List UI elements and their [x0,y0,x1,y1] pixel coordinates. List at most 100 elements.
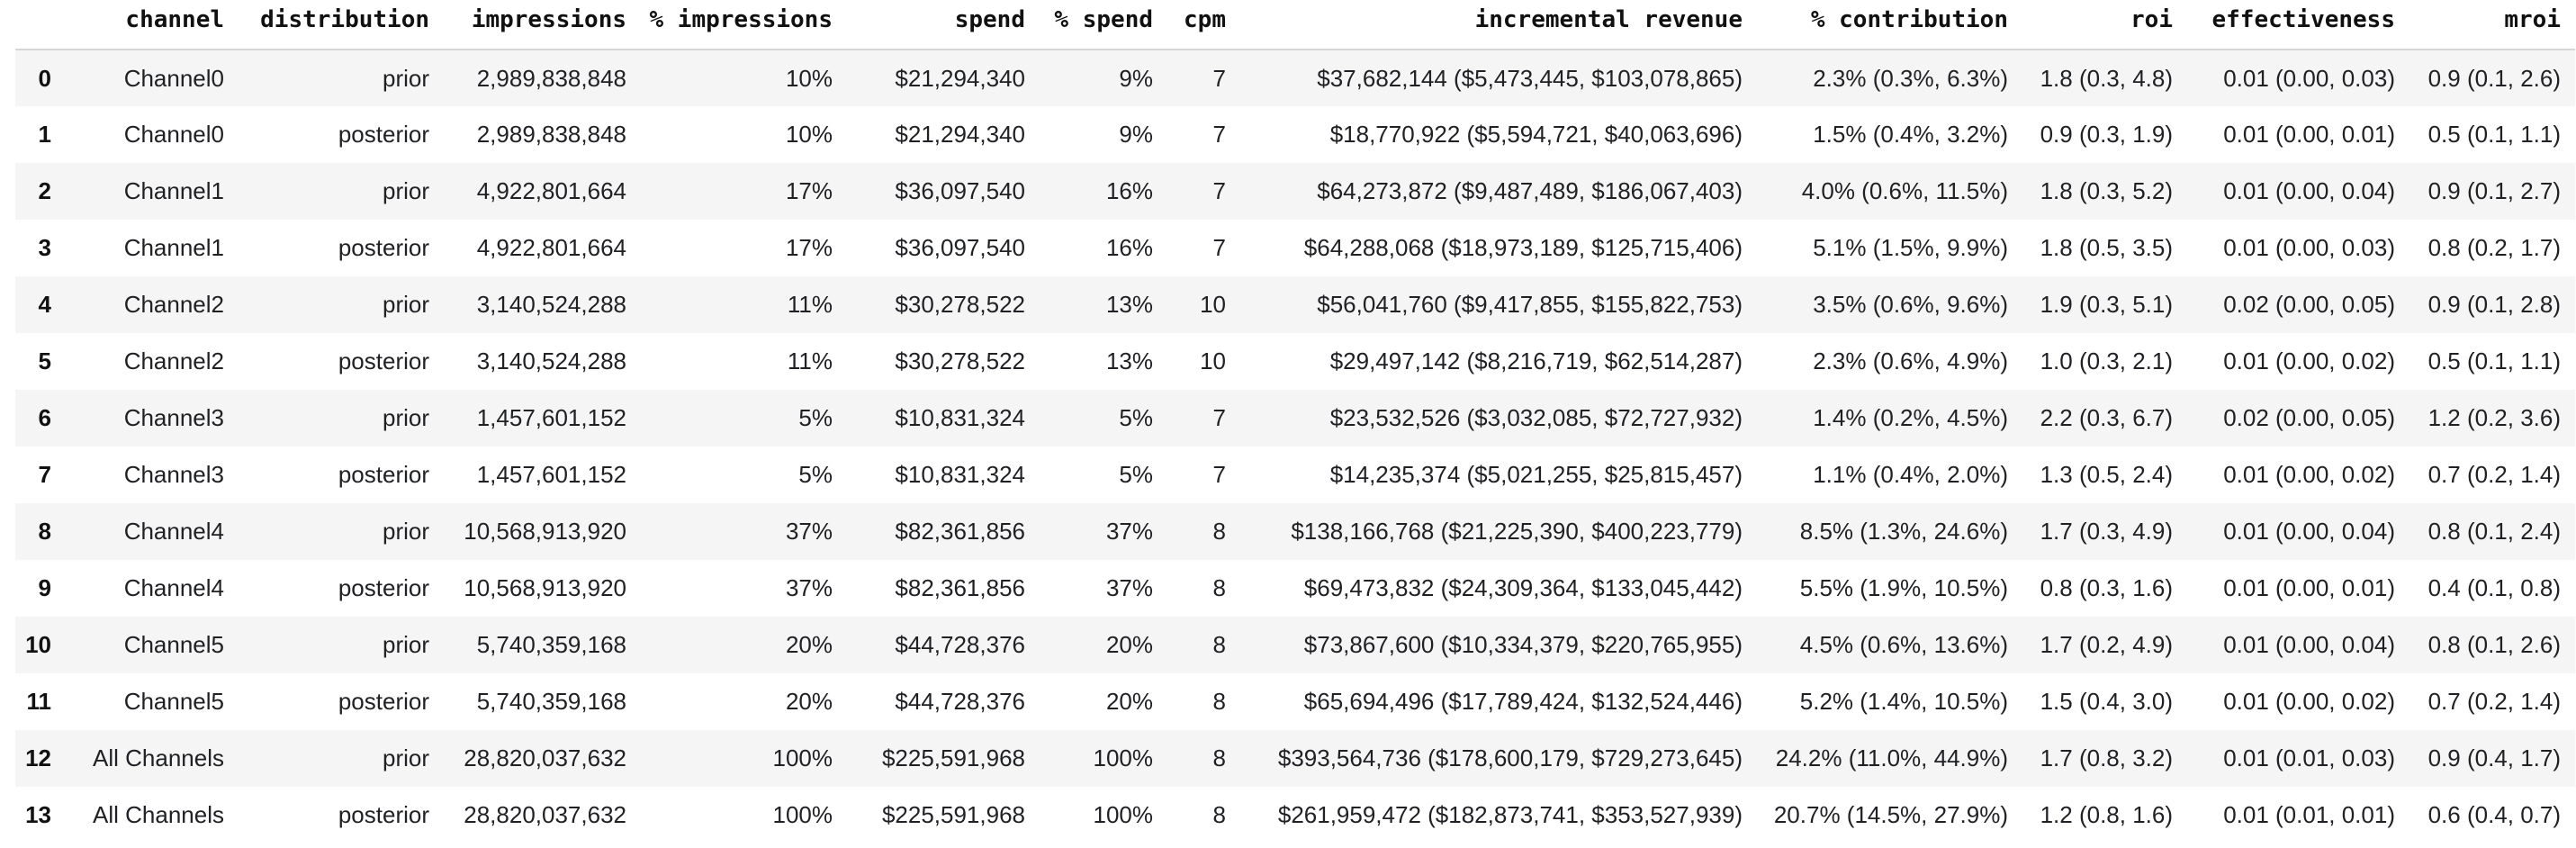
cell-pct-spend: 9% [1119,121,1153,148]
cell-mroi: 0.5 (0.1, 1.1) [2427,121,2561,148]
cell-spend: $30,278,522 [895,291,1025,318]
table-row: 9 Channel4 posterior 10,568,913,920 37% $82,3… [15,560,2575,617]
cell-index: 0 [38,64,51,92]
cell-pct-contribution: 8.5% (1.3%, 24.6%) [1799,518,2008,545]
cell-cpm: 10 [1200,347,1226,374]
cell-index: 1 [38,121,51,148]
column-header-channel: channel [66,0,239,50]
cell-channel: Channel0 [123,64,224,92]
cell-distribution: prior [382,177,429,204]
cell-pct-contribution: 1.4% (0.2%, 4.5%) [1813,404,2008,431]
cell-effectiveness: 0.01 (0.00, 0.01) [2223,121,2395,148]
cell-pct-impressions: 20% [785,688,833,715]
cell-cpm: 8 [1212,801,1226,828]
cell-spend: $82,361,856 [895,574,1025,601]
cell-effectiveness: 0.01 (0.00, 0.03) [2223,64,2395,92]
cell-channel: Channel0 [123,121,224,148]
column-header-effectiveness: effectiveness [2187,0,2409,50]
cell-mroi: 0.9 (0.1, 2.8) [2427,291,2561,318]
column-header-index [15,0,66,50]
cell-index: 10 [25,631,51,658]
cell-index: 11 [26,688,52,715]
cell-distribution: prior [382,744,429,771]
cell-roi: 1.8 (0.3, 4.8) [2040,64,2173,92]
cell-incremental-revenue: $18,770,922 ($5,594,721, $40,063,696) [1329,121,1743,148]
header-row: channel distribution impressions% impressi… [15,0,2575,50]
cell-impressions: 2,989,838,848 [476,121,626,148]
table-row: 13 All Channels posterior 28,820,037,632 100… [15,787,2575,843]
cell-roi: 1.7 (0.3, 4.9) [2040,518,2173,545]
cell-pct-spend: 5% [1119,404,1153,431]
cell-mroi: 0.8 (0.2, 1.7) [2427,234,2561,261]
cell-pct-impressions: 10% [785,64,833,92]
cell-pct-impressions: 37% [785,574,833,601]
cell-roi: 1.8 (0.3, 5.2) [2040,177,2173,204]
cell-channel: All Channels [93,801,224,828]
cell-effectiveness: 0.01 (0.01, 0.01) [2223,801,2395,828]
cell-spend: $21,294,340 [895,121,1025,148]
cell-impressions: 3,140,524,288 [476,347,626,374]
cell-channel: All Channels [93,744,224,771]
cell-effectiveness: 0.01 (0.01, 0.03) [2223,744,2395,771]
cell-mroi: 1.2 (0.2, 3.6) [2427,404,2561,431]
cell-impressions: 28,820,037,632 [464,801,626,828]
cell-roi: 1.7 (0.2, 4.9) [2040,631,2173,658]
cell-incremental-revenue: $14,235,374 ($5,021,255, $25,815,457) [1329,461,1743,488]
table-row: 0 Channel0 prior 2,989,838,848 10% $21,294,34… [15,50,2575,106]
cell-pct-spend: 100% [1093,801,1154,828]
cell-roi: 0.9 (0.3, 1.9) [2040,121,2173,148]
cell-pct-impressions: 5% [798,461,833,488]
cell-spend: $225,591,968 [881,801,1025,828]
cell-distribution: prior [382,404,429,431]
cell-index: 4 [38,291,51,318]
cell-mroi: 0.5 (0.1, 1.1) [2427,347,2561,374]
cell-index: 7 [38,461,51,488]
cell-impressions: 1,457,601,152 [476,461,626,488]
cell-incremental-revenue: $138,166,768 ($21,225,390, $400,223,779) [1291,518,1743,545]
cell-effectiveness: 0.01 (0.00, 0.02) [2223,688,2395,715]
cell-mroi: 0.9 (0.1, 2.6) [2427,64,2561,92]
cell-channel: Channel5 [123,688,224,715]
cell-pct-contribution: 24.2% (11.0%, 44.9%) [1775,744,2008,771]
cell-incremental-revenue: $73,867,600 ($10,334,379, $220,765,955) [1303,631,1743,658]
cell-effectiveness: 0.01 (0.00, 0.02) [2223,461,2395,488]
cell-cpm: 7 [1212,461,1226,488]
cell-impressions: 4,922,801,664 [476,177,626,204]
cell-cpm: 8 [1212,631,1226,658]
column-header-pct-contribution: % contribution [1757,0,2022,50]
cell-incremental-revenue: $65,694,496 ($17,789,424, $132,524,446) [1303,688,1743,715]
cell-impressions: 28,820,037,632 [464,744,626,771]
cell-pct-contribution: 5.5% (1.9%, 10.5%) [1799,574,2008,601]
column-header-impressions: impressions [444,0,641,50]
cell-distribution: posterior [338,461,429,488]
cell-mroi: 0.9 (0.1, 2.7) [2427,177,2561,204]
cell-channel: Channel3 [123,461,224,488]
cell-channel: Channel1 [123,177,224,204]
cell-index: 13 [25,801,51,828]
cell-pct-spend: 9% [1119,64,1153,92]
cell-impressions: 5,740,359,168 [476,688,626,715]
cell-incremental-revenue: $37,682,144 ($5,473,445, $103,078,865) [1317,64,1743,92]
column-header-distribution: distribution [239,0,444,50]
cell-incremental-revenue: $393,564,736 ($178,600,179, $729,273,645… [1277,744,1743,771]
cell-cpm: 10 [1200,291,1226,318]
cell-impressions: 10,568,913,920 [464,518,626,545]
cell-pct-impressions: 37% [785,518,833,545]
cell-mroi: 0.7 (0.2, 1.4) [2427,461,2561,488]
cell-index: 12 [25,744,51,771]
cell-cpm: 7 [1212,64,1226,92]
cell-effectiveness: 0.01 (0.00, 0.04) [2223,631,2395,658]
cell-pct-contribution: 5.1% (1.5%, 9.9%) [1813,234,2008,261]
cell-incremental-revenue: $23,532,526 ($3,032,085, $72,727,932) [1329,404,1743,431]
cell-pct-contribution: 2.3% (0.6%, 4.9%) [1813,347,2008,374]
column-header-roi: roi [2022,0,2187,50]
cell-spend: $10,831,324 [895,461,1025,488]
cell-mroi: 0.8 (0.1, 2.4) [2427,518,2561,545]
cell-roi: 1.7 (0.8, 3.2) [2040,744,2173,771]
cell-pct-spend: 100% [1093,744,1154,771]
cell-pct-contribution: 1.5% (0.4%, 3.2%) [1813,121,2008,148]
cell-index: 5 [38,347,51,374]
cell-spend: $30,278,522 [895,347,1025,374]
cell-cpm: 7 [1212,177,1226,204]
cell-roi: 1.5 (0.4, 3.0) [2040,688,2173,715]
